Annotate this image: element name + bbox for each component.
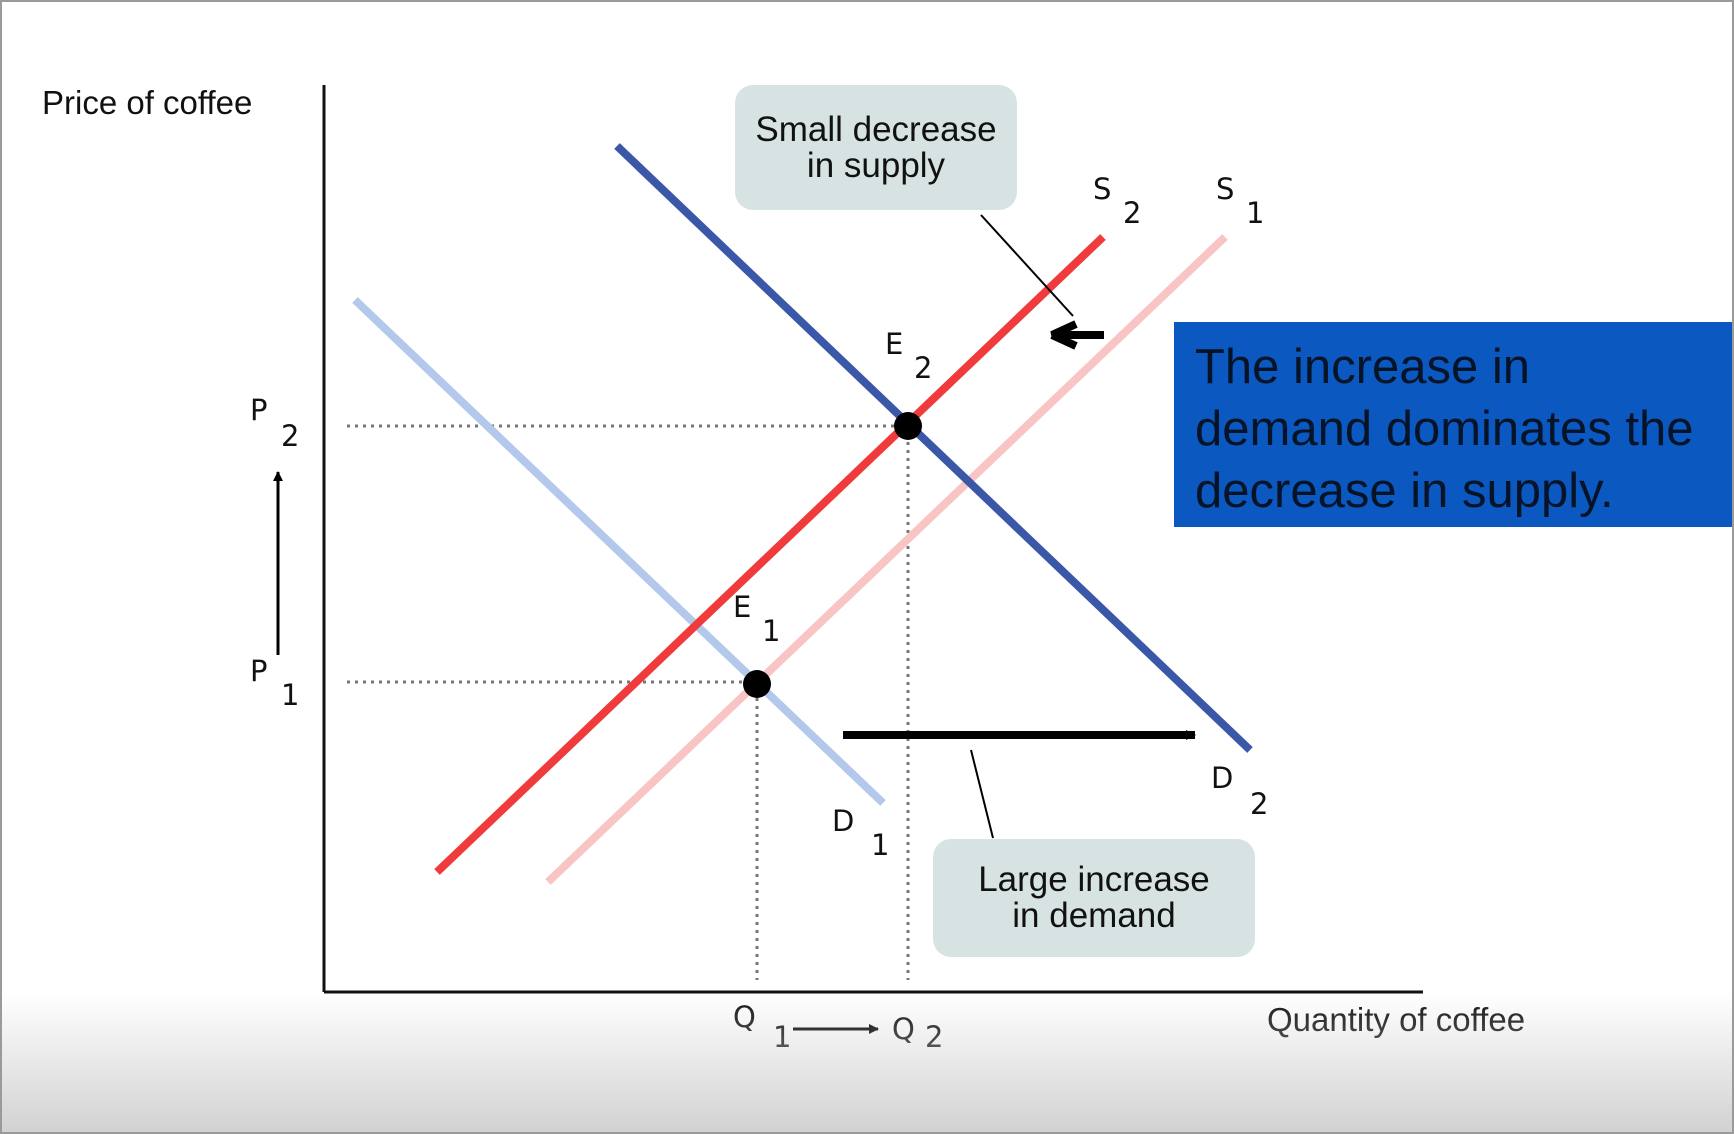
e2-subscript: 2 [914,351,932,385]
demand-callout-leader [970,749,994,839]
s2-label: S [1093,172,1111,206]
e1-label: E [733,590,751,624]
d2-curve [614,143,1253,753]
s1-subscript: 1 [1246,196,1264,230]
q1-label: Q [733,1000,756,1034]
x-axis-title: Quantity of coffee [1267,1001,1525,1038]
q2-subscript: 2 [925,1020,943,1054]
headline-box: The increase in demand dominates the dec… [1174,322,1732,527]
demand-callout-text: Large increase in demand [978,860,1210,935]
p2-subscript: 2 [281,419,299,453]
supply-callout: Small decrease in supply [735,85,1017,210]
d2-label: D [1211,761,1233,795]
s1-label: S [1216,172,1234,206]
y-axis-title: Price of coffee [42,84,252,121]
d2-subscript: 2 [1250,787,1268,821]
d1-curve [352,297,886,806]
p2-label: P [250,393,268,427]
d1-subscript: 1 [871,828,889,862]
e2-point [894,412,922,440]
q1-subscript: 1 [773,1020,791,1054]
q2-label: Q [892,1012,915,1046]
supply-callout-text: Small decrease in supply [755,109,997,185]
d1-label: D [832,804,854,838]
s1-curve [545,234,1228,885]
demand-callout: Large increase in demand [933,839,1255,957]
supply-shift-arrow [1050,320,1104,350]
e1-point [743,670,771,698]
e2-label: E [885,327,903,361]
s2-subscript: 2 [1123,196,1141,230]
p1-subscript: 1 [281,678,299,712]
p1-label: P [250,654,268,688]
e1-subscript: 1 [762,614,780,648]
s2-curve [434,234,1106,875]
supply-callout-leader [980,214,1074,317]
